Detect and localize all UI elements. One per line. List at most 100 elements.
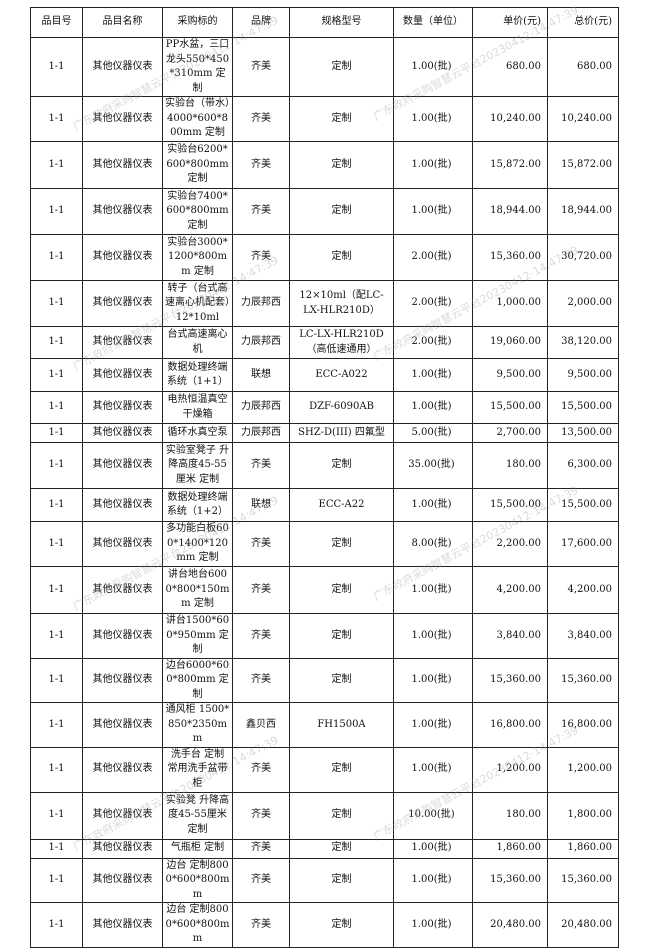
cell-item-name: 其他仪器仪表 — [82, 442, 163, 489]
cell-unit-price: 2,200.00 — [472, 521, 548, 567]
cell-total-price: 30,720.00 — [547, 234, 619, 281]
header-total-price: 总价(元) — [547, 7, 619, 38]
cell-quantity: 8.00(批) — [393, 521, 473, 567]
table-row: 1-1 其他仪器仪表 讲台地台6000*800*150mm 定制 齐美 定制 1.00(批… — [30, 566, 619, 614]
cell-unit-price: 18,944.00 — [472, 188, 548, 235]
cell-spec: 定制 — [289, 791, 394, 840]
cell-quantity: 1.00(批) — [393, 96, 473, 142]
cell-item-no: 1-1 — [30, 657, 83, 703]
header-spec: 规格型号 — [289, 7, 394, 38]
table-row: 1-1 其他仪器仪表 洗手台 定制 常用洗手盆带柜 齐美 定制 1.00(批) 1,200.… — [30, 746, 619, 793]
cell-quantity: 1.00(批) — [393, 566, 473, 614]
cell-item-no: 1-1 — [30, 280, 83, 327]
cell-subject: 实验台7400*600*800mm 定制 — [162, 188, 233, 235]
cell-total-price: 15,872.00 — [547, 141, 619, 189]
table-header-row: 品目号 品目名称 采购标的 品牌 规格型号 数量（单位） 单价(元) 总价(元) — [30, 7, 619, 38]
cell-item-no: 1-1 — [30, 521, 83, 567]
cell-total-price: 17,600.00 — [547, 521, 619, 567]
cell-total-price: 38,120.00 — [547, 326, 619, 359]
cell-subject: 循环水真空泵 — [162, 423, 233, 443]
cell-quantity: 1.00(批) — [393, 838, 473, 859]
cell-unit-price: 15,360.00 — [472, 657, 548, 703]
cell-spec: 定制 — [289, 657, 394, 703]
cell-total-price: 16,800.00 — [547, 702, 619, 748]
cell-subject: 讲台1500*600*950mm 定制 — [162, 613, 233, 659]
cell-quantity: 2.00(批) — [393, 234, 473, 281]
cell-total-price: 680.00 — [547, 37, 619, 97]
cell-unit-price: 1,860.00 — [472, 838, 548, 859]
cell-subject: 洗手台 定制 常用洗手盆带柜 — [162, 746, 233, 793]
cell-brand: 齐美 — [232, 613, 290, 659]
cell-brand: 力辰邦西 — [232, 280, 290, 327]
cell-brand: 鑫贝西 — [232, 702, 290, 748]
cell-subject: 转子（台式高速离心机配套）12*10ml — [162, 280, 233, 327]
table-row: 1-1 其他仪器仪表 实验凳 升降高度45-55厘米 定制 齐美 定制 10.00(批) 1… — [30, 791, 619, 840]
cell-quantity: 2.00(批) — [393, 280, 473, 327]
cell-spec: 定制 — [289, 857, 394, 903]
header-item-no: 品目号 — [30, 7, 83, 38]
cell-item-name: 其他仪器仪表 — [82, 857, 163, 903]
cell-item-name: 其他仪器仪表 — [82, 838, 163, 859]
cell-spec: 定制 — [289, 188, 394, 235]
cell-brand: 齐美 — [232, 566, 290, 614]
cell-quantity: 1.00(批) — [393, 746, 473, 793]
cell-quantity: 1.00(批) — [393, 37, 473, 97]
cell-item-no: 1-1 — [30, 391, 83, 424]
cell-total-price: 1,200.00 — [547, 746, 619, 793]
cell-item-name: 其他仪器仪表 — [82, 391, 163, 424]
cell-brand: 力辰邦西 — [232, 326, 290, 359]
cell-total-price: 3,840.00 — [547, 613, 619, 659]
cell-total-price: 15,500.00 — [547, 488, 619, 522]
cell-subject: 数据处理终端系统（1+1） — [162, 358, 233, 392]
table-row: 1-1 其他仪器仪表 多功能白板600*1400*120mm 定制 齐美 定制 8.00(… — [30, 521, 619, 567]
cell-total-price: 13,500.00 — [547, 423, 619, 443]
cell-unit-price: 20,480.00 — [472, 902, 548, 948]
cell-item-no: 1-1 — [30, 96, 83, 142]
cell-item-name: 其他仪器仪表 — [82, 96, 163, 142]
cell-item-name: 其他仪器仪表 — [82, 358, 163, 392]
cell-unit-price: 19,060.00 — [472, 326, 548, 359]
cell-spec: 定制 — [289, 442, 394, 489]
cell-subject: 边台6000*600*800mm 定制 — [162, 657, 233, 703]
header-brand: 品牌 — [232, 7, 290, 38]
header-subject: 采购标的 — [162, 7, 233, 38]
cell-brand: 齐美 — [232, 96, 290, 142]
cell-unit-price: 15,360.00 — [472, 857, 548, 903]
cell-item-name: 其他仪器仪表 — [82, 37, 163, 97]
table-row: 1-1 其他仪器仪表 实验台7400*600*800mm 定制 齐美 定制 1.00(批)… — [30, 188, 619, 235]
cell-subject: 边台 定制8000*600*800mm — [162, 857, 233, 903]
cell-subject: 讲台地台6000*800*150mm 定制 — [162, 566, 233, 614]
cell-quantity: 1.00(批) — [393, 141, 473, 189]
cell-item-name: 其他仪器仪表 — [82, 234, 163, 281]
table-row: 1-1 其他仪器仪表 边台 定制8000*600*800mm 齐美 定制 1.00(批) 2… — [30, 902, 619, 948]
cell-item-no: 1-1 — [30, 902, 83, 948]
header-item-name: 品目名称 — [82, 7, 163, 38]
cell-item-no: 1-1 — [30, 358, 83, 392]
table-row: 1-1 其他仪器仪表 PP水盆，三口龙头550*450*310mm 定制 齐美 定制 1.… — [30, 37, 619, 97]
cell-unit-price: 680.00 — [472, 37, 548, 97]
cell-item-name: 其他仪器仪表 — [82, 613, 163, 659]
cell-brand: 齐美 — [232, 141, 290, 189]
cell-brand: 齐美 — [232, 188, 290, 235]
cell-subject: 数据处理终端系统（1+2） — [162, 488, 233, 522]
cell-quantity: 2.00(批) — [393, 326, 473, 359]
cell-subject: 电热恒温真空干燥箱 — [162, 391, 233, 424]
cell-brand: 齐美 — [232, 746, 290, 793]
cell-brand: 联想 — [232, 488, 290, 522]
cell-total-price: 9,500.00 — [547, 358, 619, 392]
cell-item-name: 其他仪器仪表 — [82, 188, 163, 235]
table-row: 1-1 其他仪器仪表 循环水真空泵 力辰邦西 SHZ-D(III) 四氟型 5.00(批)… — [30, 423, 619, 443]
cell-brand: 齐美 — [232, 791, 290, 840]
cell-brand: 齐美 — [232, 37, 290, 97]
cell-subject: 实验凳 升降高度45-55厘米 定制 — [162, 791, 233, 840]
cell-spec: 定制 — [289, 96, 394, 142]
cell-spec: 定制 — [289, 746, 394, 793]
cell-spec: 定制 — [289, 566, 394, 614]
cell-unit-price: 15,872.00 — [472, 141, 548, 189]
cell-subject: 气瓶柜 定制 — [162, 838, 233, 859]
cell-item-name: 其他仪器仪表 — [82, 566, 163, 614]
cell-total-price: 15,360.00 — [547, 857, 619, 903]
cell-total-price: 18,944.00 — [547, 188, 619, 235]
cell-quantity: 1.00(批) — [393, 188, 473, 235]
cell-subject: 实验台6200*600*800mm 定制 — [162, 141, 233, 189]
